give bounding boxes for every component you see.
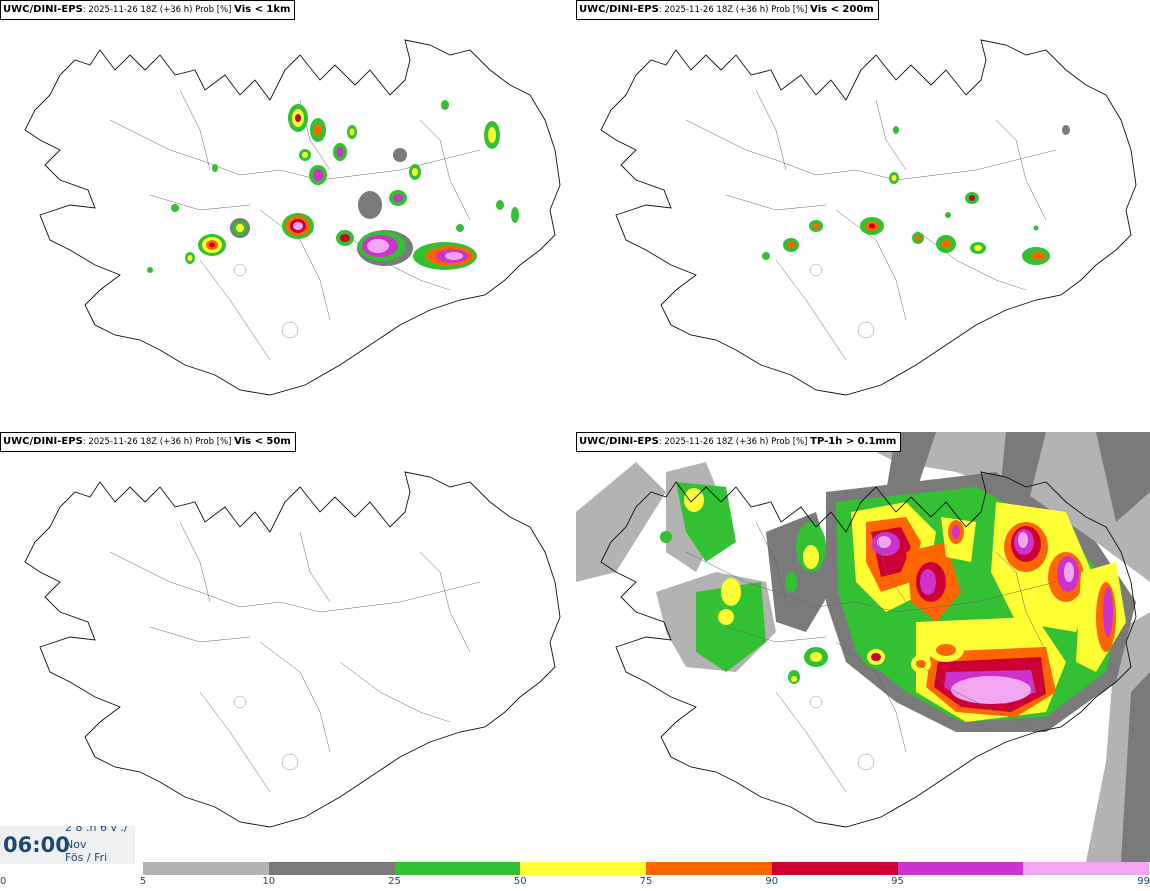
colorbar-segment [771, 862, 898, 875]
colorbar-tick-label: 50 [513, 876, 527, 887]
probability-blobs [762, 125, 1070, 265]
probability-colorbar [143, 862, 1149, 875]
colorbar-tick-label: 75 [639, 876, 653, 887]
colorbar-tick-label: 10 [262, 876, 276, 887]
probability-field [576, 432, 1150, 862]
panel-title: UWC/DINI-EPS: 2025-11-26 18Z (+36 h) Pro… [0, 0, 296, 20]
panel-title: UWC/DINI-EPS: 2025-11-26 18Z (+36 h) Pro… [0, 432, 296, 452]
panel-title: UWC/DINI-EPS: 2025-11-26 18Z (+36 h) Pro… [576, 432, 902, 452]
colorbar-segment [394, 862, 521, 875]
colorbar-tick-label: 99 [1137, 876, 1150, 887]
panel-title: UWC/DINI-EPS: 2025-11-26 18Z (+36 h) Pro… [576, 0, 879, 20]
iceland-map [24, 471, 561, 828]
valid-time-box: 06:00 2 8 .n 6 v ./ Nov Fös / Fri [0, 826, 135, 864]
colorbar-tick-label: 90 [765, 876, 779, 887]
colorbar-tick-label: 25 [388, 876, 401, 887]
colorbar-segment [520, 862, 646, 875]
colorbar-tick-label: 95 [891, 876, 904, 887]
iceland-map [600, 39, 1137, 396]
valid-month: Nov [65, 838, 87, 851]
colorbar-segment [143, 862, 269, 875]
map-panel-vis-1km: UWC/DINI-EPS: 2025-11-26 18Z (+36 h) Pro… [0, 0, 574, 430]
iceland-map [576, 432, 1150, 862]
valid-time: 06:00 [3, 833, 70, 857]
probability-blobs [147, 100, 519, 273]
colorbar-segment [1023, 862, 1149, 875]
colorbar-segment [897, 862, 1024, 875]
iceland-map [24, 39, 561, 396]
colorbar-tick-label: 5 [139, 876, 147, 887]
colorbar-segment [646, 862, 772, 875]
valid-day: 2 8 .n 6 v ./ [65, 826, 128, 834]
map-panel-vis-200m: UWC/DINI-EPS: 2025-11-26 18Z (+36 h) Pro… [576, 0, 1150, 430]
valid-weekday: Fös / Fri [65, 851, 108, 864]
colorbar-ticks: 0 5 10 25 50 75 90 95 99 [0, 876, 1150, 890]
colorbar-tick-label: 0 [0, 876, 7, 887]
map-panel-tp1h: UWC/DINI-EPS: 2025-11-26 18Z (+36 h) Pro… [576, 432, 1150, 862]
colorbar-segment [268, 862, 395, 875]
map-panel-vis-50m: UWC/DINI-EPS: 2025-11-26 18Z (+36 h) Pro… [0, 432, 574, 862]
